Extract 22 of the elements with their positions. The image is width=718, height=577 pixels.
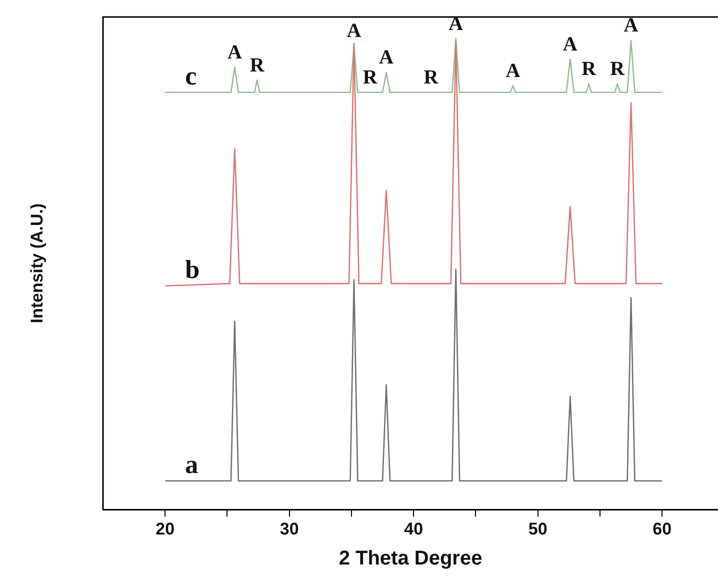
y-axis-title: Intensity (A.U.) (28, 203, 47, 324)
x-tick-label: 40 (404, 519, 424, 538)
x-tick-label: 50 (528, 519, 548, 538)
annotation: A (506, 60, 521, 82)
x-tick-label: 30 (280, 519, 299, 538)
x-axis-title: 2 Theta Degree (338, 548, 482, 570)
series-label: b (185, 254, 200, 284)
annotation: A (562, 34, 578, 56)
annotation: A (448, 12, 464, 35)
annotation: R (250, 54, 265, 76)
annotation: R (424, 66, 439, 89)
x-tick-label: 20 (156, 519, 175, 538)
series-label: a (185, 450, 198, 479)
x-tick-label: 60 (652, 519, 672, 538)
annotation: A (346, 20, 362, 42)
annotation: R (610, 58, 626, 80)
annotation: R (582, 58, 597, 80)
annotation: A (624, 14, 639, 37)
annotation: A (227, 42, 242, 64)
annotation: A (379, 46, 394, 69)
series-label: c (185, 61, 197, 90)
annotation: R (362, 66, 378, 89)
